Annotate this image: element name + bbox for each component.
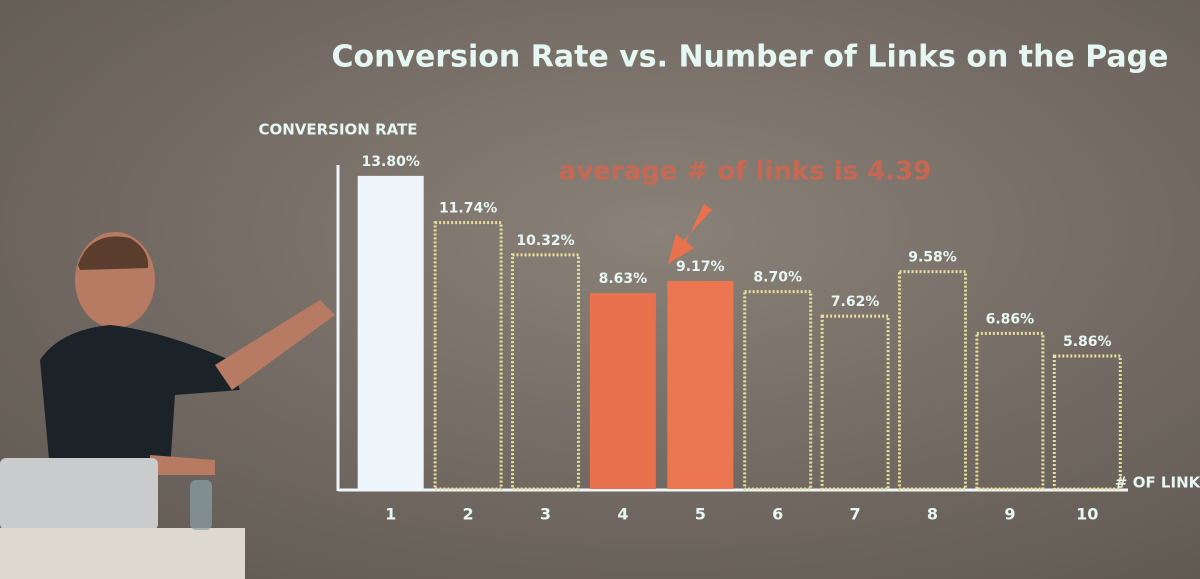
value-label: 8.63% [599,271,648,287]
x-tick-label: 3 [540,505,551,524]
x-tick-label: 10 [1076,505,1098,524]
podium [0,528,245,579]
annotation: average # of links is 4.39 [559,157,932,187]
laptop [0,458,158,530]
bar [667,280,734,489]
x-tick-label: 8 [927,505,938,524]
bar [743,290,813,491]
bar [898,270,967,491]
x-tick-label: 6 [772,505,783,524]
x-axis-label: # OF LINKS [1115,474,1200,492]
arrow [668,204,712,264]
bar [433,221,503,491]
bar [511,253,580,491]
x-tick-label: 2 [463,505,474,524]
x-tick-label: 4 [617,505,628,524]
value-label: 9.17% [676,259,725,275]
plot: 1 13.80% 2 11.74% 3 10.32% 4 8.63% 5 9.17% 6 8.70% 7… [357,154,1122,524]
bar [975,331,1045,491]
bar [1052,354,1122,491]
bar [357,175,424,489]
value-label: 6.86% [986,311,1035,327]
value-label: 11.74% [439,201,497,217]
x-tick-label: 9 [1004,505,1015,524]
chart-title: Conversion Rate vs. Number of Links on t… [331,40,1168,75]
bar [820,314,890,491]
value-label: 7.62% [831,294,880,310]
value-label: 13.80% [362,154,420,170]
x-tick-label: 7 [850,505,861,524]
value-label: 8.70% [753,270,802,286]
bottle [190,480,212,530]
value-label: 9.58% [908,250,957,266]
value-label: 5.86% [1063,334,1112,350]
bar [589,293,656,489]
value-label: 10.32% [516,233,574,249]
y-axis-label: CONVERSION RATE [258,121,417,139]
x-tick-label: 1 [385,505,396,524]
x-tick-label: 5 [695,505,706,524]
presenter [40,232,335,475]
